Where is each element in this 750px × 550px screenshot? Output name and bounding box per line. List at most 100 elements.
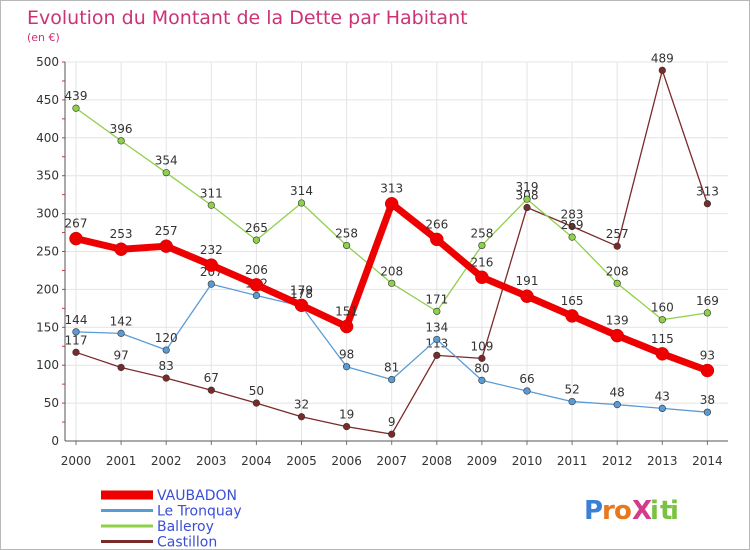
x-tick-label: 2013 bbox=[647, 454, 678, 468]
data-point bbox=[613, 401, 621, 409]
y-tick-label: 350 bbox=[36, 169, 59, 183]
data-point bbox=[69, 231, 83, 246]
y-tick-label: 100 bbox=[36, 358, 59, 372]
x-tick-label: 2002 bbox=[151, 454, 182, 468]
x-tick-label: 2000 bbox=[61, 454, 92, 468]
data-point bbox=[252, 236, 260, 244]
logo-letter: i bbox=[650, 496, 659, 526]
data-label: 314 bbox=[290, 184, 313, 198]
data-label: 19 bbox=[339, 408, 354, 422]
data-point bbox=[655, 347, 670, 361]
x-tick-label: 2005 bbox=[286, 454, 317, 468]
data-point bbox=[162, 169, 170, 177]
data-label: 179 bbox=[290, 283, 313, 297]
data-point bbox=[72, 104, 80, 112]
data-label: 93 bbox=[700, 349, 715, 363]
y-tick-label: 400 bbox=[36, 131, 59, 145]
data-point bbox=[433, 335, 441, 344]
data-point bbox=[703, 309, 712, 317]
x-tick-label: 2004 bbox=[241, 454, 272, 468]
logo-letter: i bbox=[670, 496, 679, 526]
y-tick-label: 450 bbox=[36, 93, 59, 107]
data-label: 160 bbox=[651, 301, 674, 315]
data-point bbox=[207, 386, 215, 394]
data-point bbox=[610, 328, 624, 343]
data-point bbox=[478, 241, 486, 250]
data-label: 134 bbox=[425, 320, 448, 334]
data-label: 50 bbox=[249, 384, 264, 398]
y-tick-label: 200 bbox=[36, 282, 59, 296]
legend-item: Le Tronquay bbox=[101, 504, 242, 520]
data-label: 265 bbox=[245, 221, 268, 235]
data-label: 165 bbox=[561, 294, 584, 308]
data-label: 151 bbox=[335, 305, 358, 319]
data-point bbox=[433, 351, 441, 359]
data-point bbox=[658, 316, 666, 324]
legend-swatch bbox=[101, 524, 153, 528]
data-label: 81 bbox=[384, 361, 399, 375]
data-label: 109 bbox=[470, 339, 493, 353]
data-point bbox=[388, 376, 396, 384]
data-label: 52 bbox=[564, 383, 579, 397]
data-label: 208 bbox=[606, 264, 629, 278]
data-point bbox=[703, 200, 712, 208]
data-point bbox=[339, 319, 354, 334]
data-point bbox=[475, 270, 489, 285]
data-label: 120 bbox=[155, 331, 178, 345]
data-point bbox=[384, 196, 399, 211]
data-label: 232 bbox=[200, 243, 223, 257]
data-point bbox=[343, 241, 351, 250]
data-label: 308 bbox=[516, 189, 539, 203]
x-tick-label: 2006 bbox=[331, 454, 362, 468]
data-label: 267 bbox=[65, 217, 88, 231]
data-point bbox=[568, 222, 576, 231]
data-point bbox=[478, 376, 486, 384]
data-label: 83 bbox=[159, 359, 174, 373]
data-label: 283 bbox=[561, 207, 584, 221]
logo-letter: o bbox=[614, 496, 632, 526]
data-label: 117 bbox=[65, 333, 88, 347]
data-label: 257 bbox=[606, 227, 629, 241]
data-point bbox=[207, 280, 215, 288]
data-point bbox=[252, 291, 260, 300]
data-label: 67 bbox=[204, 371, 219, 385]
data-point bbox=[294, 298, 309, 313]
data-label: 489 bbox=[651, 51, 674, 65]
data-label: 142 bbox=[110, 314, 133, 328]
x-tick-label: 2007 bbox=[376, 454, 407, 468]
data-label: 80 bbox=[474, 361, 489, 375]
data-point bbox=[568, 397, 576, 406]
data-label: 311 bbox=[200, 186, 223, 200]
data-label: 139 bbox=[606, 314, 629, 328]
data-point bbox=[252, 399, 260, 407]
legend-swatch bbox=[101, 490, 153, 500]
legend-item: Castillon bbox=[101, 535, 217, 549]
data-label: 258 bbox=[470, 226, 493, 240]
data-point bbox=[478, 354, 486, 362]
data-point bbox=[297, 413, 306, 421]
data-label: 258 bbox=[335, 226, 358, 240]
data-point bbox=[388, 430, 396, 438]
x-tick-label: 2009 bbox=[467, 454, 498, 468]
data-point bbox=[658, 404, 666, 413]
data-label: 38 bbox=[700, 393, 715, 407]
data-label: 178 bbox=[290, 287, 313, 301]
logo-letter: t bbox=[660, 496, 672, 526]
x-tick-label: 2001 bbox=[106, 454, 137, 468]
x-tick-label: 2003 bbox=[196, 454, 227, 468]
data-point bbox=[523, 387, 531, 395]
x-tick-label: 2008 bbox=[422, 454, 453, 468]
data-point bbox=[343, 422, 351, 431]
data-point bbox=[613, 279, 621, 287]
data-point bbox=[204, 258, 219, 272]
y-tick-label: 250 bbox=[36, 245, 59, 259]
data-label: 313 bbox=[380, 182, 403, 196]
data-label: 257 bbox=[155, 224, 178, 238]
data-point bbox=[523, 195, 531, 203]
y-tick-label: 0 bbox=[51, 434, 59, 448]
data-point bbox=[430, 232, 444, 247]
data-point bbox=[613, 242, 621, 250]
